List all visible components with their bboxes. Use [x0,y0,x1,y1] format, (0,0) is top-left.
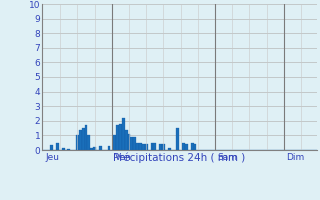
Bar [131,137,133,150]
Bar [76,135,79,150]
Bar [99,146,102,150]
Bar [136,143,139,150]
Text: Jeu: Jeu [46,153,60,162]
Bar [119,124,122,150]
X-axis label: Précipitations 24h ( mm ): Précipitations 24h ( mm ) [113,153,245,163]
Bar [93,147,96,150]
Bar [182,143,185,150]
Bar [122,118,125,150]
Bar [145,144,148,150]
Bar [84,125,87,150]
Bar [50,145,53,150]
Bar [79,130,82,150]
Bar [82,128,84,150]
Bar [113,135,116,150]
Bar [191,143,194,150]
Bar [142,144,145,150]
Bar [133,137,136,150]
Text: Dim: Dim [287,153,305,162]
Bar [150,143,153,150]
Bar [128,134,131,150]
Bar [116,125,119,150]
Bar [153,143,156,150]
Bar [168,148,171,150]
Bar [68,149,70,150]
Text: Sam: Sam [218,153,238,162]
Bar [176,128,179,150]
Bar [87,135,90,150]
Bar [56,143,59,150]
Bar [139,143,142,150]
Bar [185,144,188,150]
Bar [90,148,93,150]
Bar [108,146,110,150]
Bar [159,144,162,150]
Bar [162,144,165,150]
Text: Ven: Ven [115,153,132,162]
Bar [125,130,128,150]
Bar [62,148,65,150]
Bar [194,144,196,150]
